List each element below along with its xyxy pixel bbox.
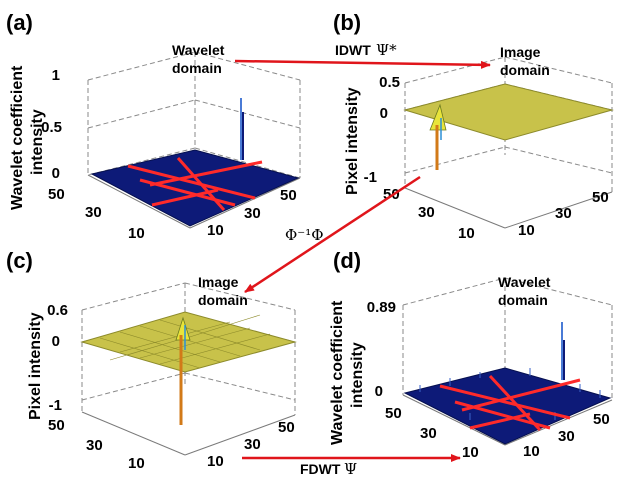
panel-c-ytick-3: 50 [278,419,295,436]
panel-d-xtick-2: 30 [420,425,437,442]
panel-c-xtick-2: 30 [86,437,103,454]
panel-a-label: (a) [6,10,33,35]
panel-d-ytick-2: 30 [558,428,575,445]
panel-d-xtick-1: 50 [385,405,402,422]
panel-c-axis-label: Pixel intensity [27,312,44,420]
panel-d-ytick-1: 10 [523,443,540,460]
panel-a-red-grid [127,157,263,211]
panel-c-ztick-3: -1 [49,397,62,414]
panel-a-ztick-1: 1 [52,67,60,84]
panel-a-spike [240,98,244,160]
panel-a-ytick-3: 50 [280,187,297,204]
panel-d-axis-label-2: intensity [349,342,366,408]
panel-a-surface [90,149,300,227]
panel-c-surface-texture [99,314,271,369]
panel-b-label: (b) [333,10,361,35]
arrow-phi: Φ⁻¹Φ [244,175,421,294]
panel-d-domain-1: Wavelet [498,274,551,290]
panel-d-noise [419,368,601,420]
arrow-idwt: IDWT Ψ* [234,41,491,69]
panel-a-ztick-3: 0 [52,165,60,182]
panel-d: (d) [329,248,613,461]
panel-d-ytick-3: 50 [593,411,610,428]
panel-b-domain-2: domain [500,62,550,78]
fdwt-symbol: Ψ [344,460,357,477]
panel-c-ytick-2: 30 [244,436,261,453]
panel-a-domain-1: Wavelet [172,42,225,58]
panel-b-domain-1: Image [500,44,541,60]
panel-a-axis-label-1: Wavelet coefficient [9,65,26,210]
panel-d-ztick-2: 0 [375,383,383,400]
panel-a-domain-2: domain [172,60,222,76]
panel-b-ztick-3: -1 [364,169,377,186]
panel-a-ytick-2: 30 [244,205,261,222]
panel-a-ztick-2: 0.5 [41,119,62,136]
panel-c-xtick-3: 10 [128,455,145,472]
panel-d-ztick-1: 0.89 [367,299,396,316]
panel-c: (c) [6,248,297,472]
panel-c-domain-2: domain [198,292,248,308]
panel-b-surface [403,83,614,141]
panel-d-frame [402,277,613,446]
panel-c-xtick-1: 50 [48,417,65,434]
phi-label: Φ⁻¹Φ [285,226,324,244]
panel-d-domain-2: domain [498,292,548,308]
panel-d-label: (d) [333,248,361,273]
panel-c-spike [175,316,191,425]
panel-d-xtick-3: 10 [462,444,479,461]
panel-c-domain-1: Image [198,274,239,290]
panel-a-axis-label-2: intensity [29,109,46,175]
panel-a: (a) 1 0.5 [6,10,301,242]
panel-d-axis-label-1: Wavelet coefficient [329,300,346,445]
panel-c-ytick-1: 10 [207,453,224,470]
panel-d-spike [561,322,565,380]
idwt-label: IDWT [335,42,371,58]
panel-c-ztick-1: 0.6 [47,302,68,319]
fdwt-label: FDWT [300,461,341,477]
panel-b-xtick-3: 10 [458,225,475,242]
panel-b-ytick-2: 30 [555,205,572,222]
panel-b-ytick-1: 10 [518,222,535,239]
panel-b-ztick-1: 0.5 [379,74,400,91]
idwt-symbol: Ψ* [376,41,397,59]
arrow-fdwt: FDWT Ψ [242,454,461,477]
panel-c-surface [80,311,297,373]
panel-c-label: (c) [6,248,33,273]
panel-c-ztick-2: 0 [52,333,60,350]
panel-a-xtick-3: 10 [128,225,145,242]
panel-b-xtick-2: 30 [418,204,435,221]
panel-b-axis-label: Pixel intensity [344,87,361,195]
panel-d-red-grid [439,374,581,432]
panel-b-spike [429,103,447,170]
panel-b-ytick-3: 50 [592,189,609,206]
panel-a-ytick-1: 10 [207,222,224,239]
panel-a-xtick-1: 50 [48,186,65,203]
panel-b-ztick-2: 0 [380,105,388,122]
panel-a-xtick-2: 30 [85,204,102,221]
